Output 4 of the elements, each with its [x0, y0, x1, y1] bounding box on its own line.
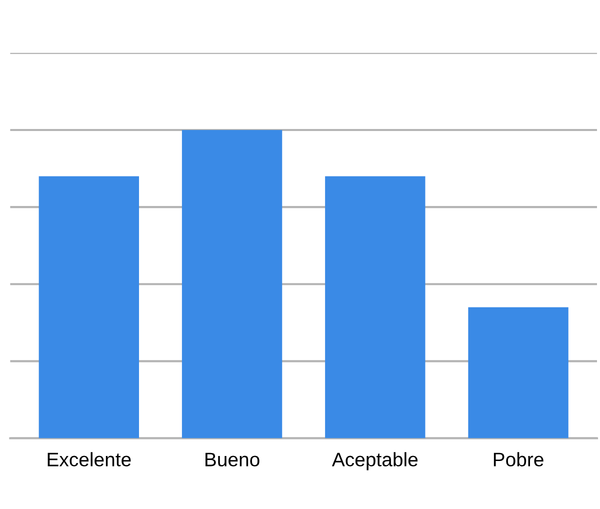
x-tick-label: Excelente [48, 452, 131, 466]
x-tick-label: Pobre [494, 452, 544, 466]
x-tick-label: Bueno [206, 452, 260, 466]
x-tick-label: Aceptable [332, 452, 418, 470]
